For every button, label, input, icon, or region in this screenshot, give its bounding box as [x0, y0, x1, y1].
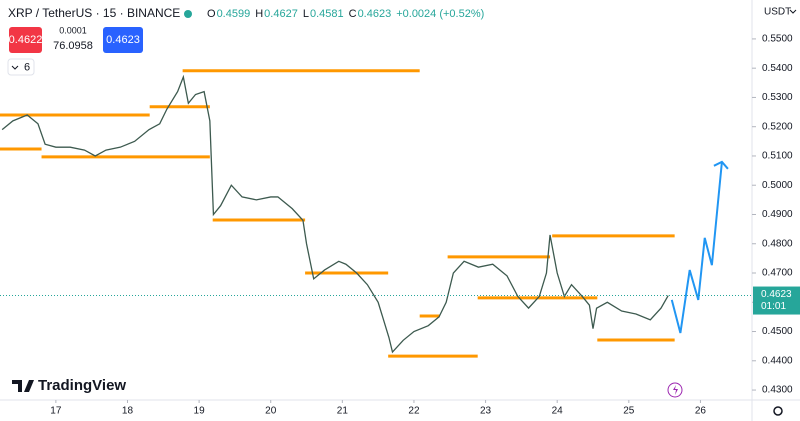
- bid-price: 0.4622: [9, 34, 43, 46]
- status-dot: [184, 10, 192, 18]
- y-tick-label: 0.4400: [762, 355, 793, 366]
- buy-button[interactable]: [103, 27, 143, 53]
- settings-icon[interactable]: [773, 406, 783, 416]
- ohlc-value: 0.4627: [264, 8, 298, 20]
- bolt: [673, 385, 678, 395]
- x-tick-label: 17: [50, 406, 62, 417]
- x-tick-label: 23: [480, 406, 492, 417]
- symbol-title: XRP / TetherUS · 15 · BINANCE: [8, 6, 180, 20]
- forecast-line: [670, 161, 723, 334]
- countdown: 01:01: [761, 301, 786, 312]
- ohlc-value: 0.4599: [217, 8, 251, 20]
- spread: 0.0001: [59, 25, 87, 35]
- brand: TradingView: [38, 377, 126, 394]
- ohlc-label: L: [303, 8, 309, 20]
- ohlc-label: C: [349, 8, 357, 20]
- ask-price: 0.4623: [106, 34, 140, 46]
- currency[interactable]: USDT: [764, 7, 791, 18]
- change: +0.0024 (+0.52%): [396, 8, 484, 20]
- y-tick-label: 0.5200: [762, 121, 793, 132]
- x-tick-label: 21: [337, 406, 349, 417]
- last-price: 0.4623: [761, 289, 792, 300]
- y-tick-label: 0.5100: [762, 151, 793, 162]
- alert-icon[interactable]: [667, 382, 683, 398]
- x-tick-label: 22: [408, 406, 420, 417]
- plot: 0.43000.44000.45000.46000.47000.48000.49…: [0, 34, 800, 417]
- y-tick-label: 0.4500: [762, 326, 793, 337]
- indicator-count: 6: [24, 61, 30, 73]
- ohlc-value: 0.4623: [358, 8, 392, 20]
- arrow-head: [713, 160, 729, 170]
- logo-mark: [12, 380, 34, 392]
- x-tick-label: 19: [194, 406, 206, 417]
- overlay: XRP / TetherUS · 15 · BINANCE 0.4622 0.0…: [7, 6, 797, 416]
- chevron: [789, 9, 797, 14]
- y-tick-label: 0.4900: [762, 209, 793, 220]
- sell-button[interactable]: [9, 27, 42, 53]
- price-badge: [753, 286, 800, 315]
- x-tick-label: 25: [623, 406, 635, 417]
- x-tick-label: 20: [265, 406, 277, 417]
- y-tick-label: 0.5400: [762, 63, 793, 74]
- ohlc-label: H: [255, 8, 263, 20]
- y-tick-label: 0.4800: [762, 238, 793, 249]
- ohlc-value: 0.4581: [310, 8, 344, 20]
- y-tick-label: 0.4300: [762, 385, 793, 396]
- indicators-toggle[interactable]: [7, 58, 35, 76]
- price-line: [1, 74, 669, 354]
- ohlc-label: O: [207, 8, 216, 20]
- chevron: [11, 65, 19, 70]
- x-tick-label: 26: [695, 406, 707, 417]
- x-tick-label: 18: [122, 406, 134, 417]
- y-tick-label: 0.5000: [762, 180, 793, 191]
- y-tick-label: 0.5300: [762, 92, 793, 103]
- size: 76.0958: [53, 40, 93, 52]
- y-tick-label: 0.4700: [762, 268, 793, 279]
- x-tick-label: 24: [552, 406, 564, 417]
- y-tick-label: 0.5500: [762, 34, 793, 45]
